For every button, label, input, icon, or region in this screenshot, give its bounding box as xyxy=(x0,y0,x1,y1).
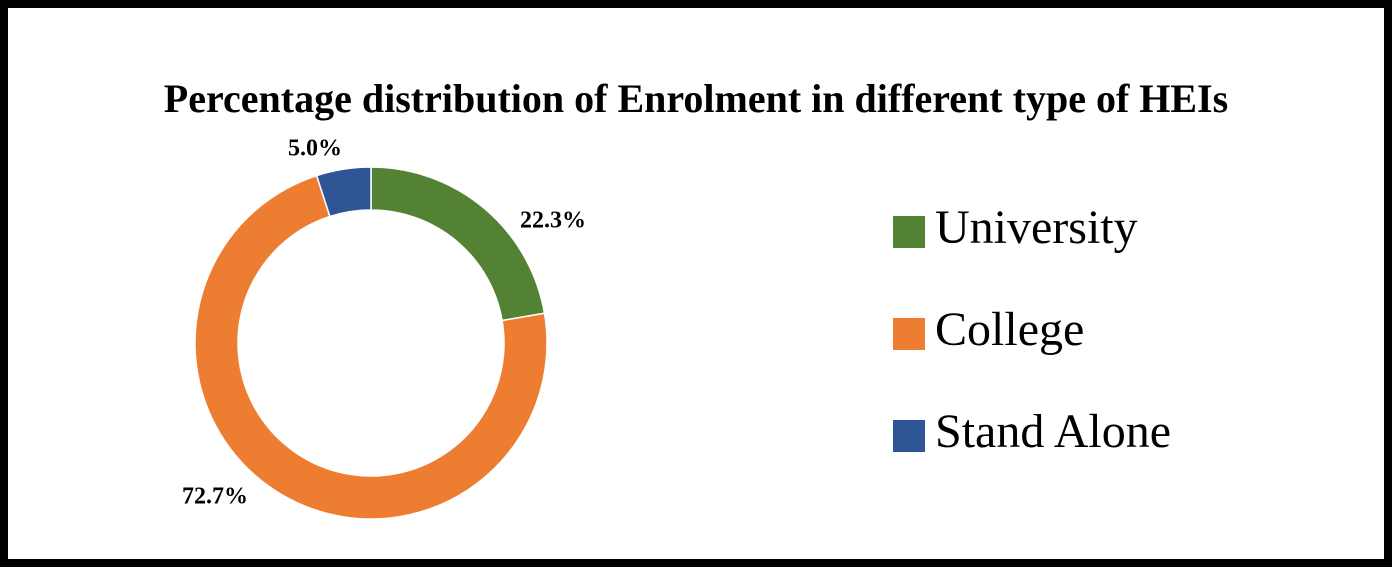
legend-swatch xyxy=(893,216,925,248)
legend-label: Stand Alone xyxy=(935,405,1171,458)
data-label: 72.7% xyxy=(182,484,248,510)
legend-swatch xyxy=(893,318,925,350)
donut-segment xyxy=(194,174,548,520)
legend-label: University xyxy=(935,201,1138,254)
data-label: 22.3% xyxy=(520,208,586,234)
donut-segment xyxy=(315,166,372,218)
legend-swatch xyxy=(893,420,925,452)
data-label: 5.0% xyxy=(288,136,342,162)
legend-label: College xyxy=(935,303,1084,356)
chart-title: Percentage distribution of Enrolment in … xyxy=(164,76,1228,121)
